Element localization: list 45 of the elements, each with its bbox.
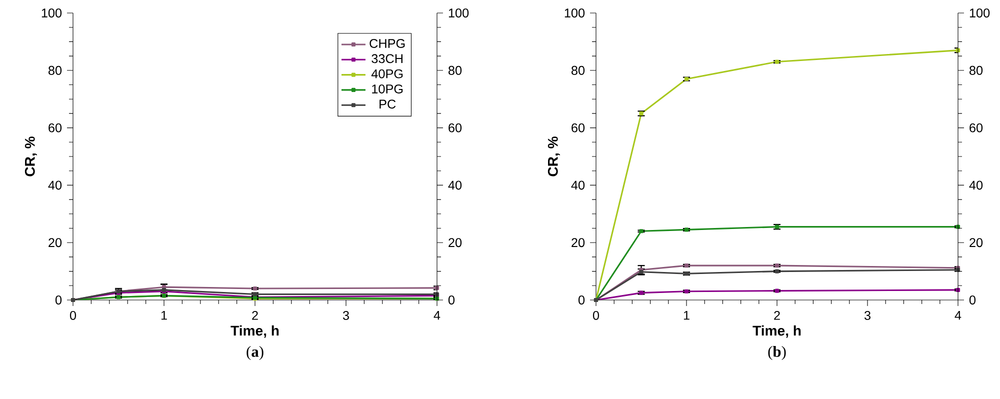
x-axis-title: Time, h [752, 325, 801, 338]
legend-label: PC [380, 100, 396, 109]
text: (a) [246, 346, 264, 360]
y2-tick-label: 0 [969, 296, 976, 304]
text: (b) [768, 346, 786, 360]
y2-tick-label: 100 [448, 8, 469, 18]
y-tick-label: 80 [572, 66, 585, 75]
y-axis-title: CR, % [548, 136, 560, 176]
x-tick-label: 0 [70, 310, 76, 320]
y-tick-label: 20 [572, 238, 585, 248]
x-tick-label: 4 [954, 310, 962, 320]
y-tick-label: 0 [55, 296, 62, 304]
x-tick-label: 2 [774, 310, 780, 320]
y2-tick-label: 40 [969, 180, 983, 190]
y-tick-label: 20 [48, 238, 62, 248]
y-tick-label: 60 [48, 123, 62, 132]
y2-tick-label: 20 [448, 238, 462, 248]
y2-tick-label: 0 [448, 296, 455, 304]
y-tick-label: 0 [578, 296, 585, 304]
y2-tick-label: 80 [970, 66, 983, 75]
y2-tick-label: 40 [448, 180, 462, 190]
y2-tick-label: 60 [448, 123, 462, 132]
y2-tick-label: 100 [970, 8, 990, 18]
y-tick-label: 80 [48, 66, 62, 75]
x-tick-label: 3 [342, 310, 349, 320]
y-axis-title: CR, % [24, 136, 37, 176]
y-tick-label: 100 [42, 8, 62, 18]
y2-tick-label: 80 [448, 66, 462, 75]
y-tick-label: 60 [572, 123, 585, 132]
x-tick-label: 4 [434, 310, 440, 320]
legend-label: 40PG [371, 69, 403, 78]
legend-label: 10PG [372, 84, 403, 94]
y-tick-label: 40 [571, 180, 585, 190]
x-tick-label: 3 [864, 310, 870, 320]
legend-label: 33CH [372, 54, 402, 64]
y2-tick-label: 60 [970, 123, 983, 132]
x-axis-title: Time, h [230, 325, 279, 338]
x-tick-label: 0 [592, 310, 600, 320]
y-tick-label: 40 [48, 180, 62, 190]
y-tick-label: 100 [564, 8, 585, 18]
y2-tick-label: 20 [970, 238, 983, 248]
legend-label: CHPG [370, 38, 405, 48]
x-tick-label: 1 [684, 310, 690, 320]
x-tick-label: 1 [161, 310, 167, 320]
x-tick-label: 2 [252, 310, 258, 320]
